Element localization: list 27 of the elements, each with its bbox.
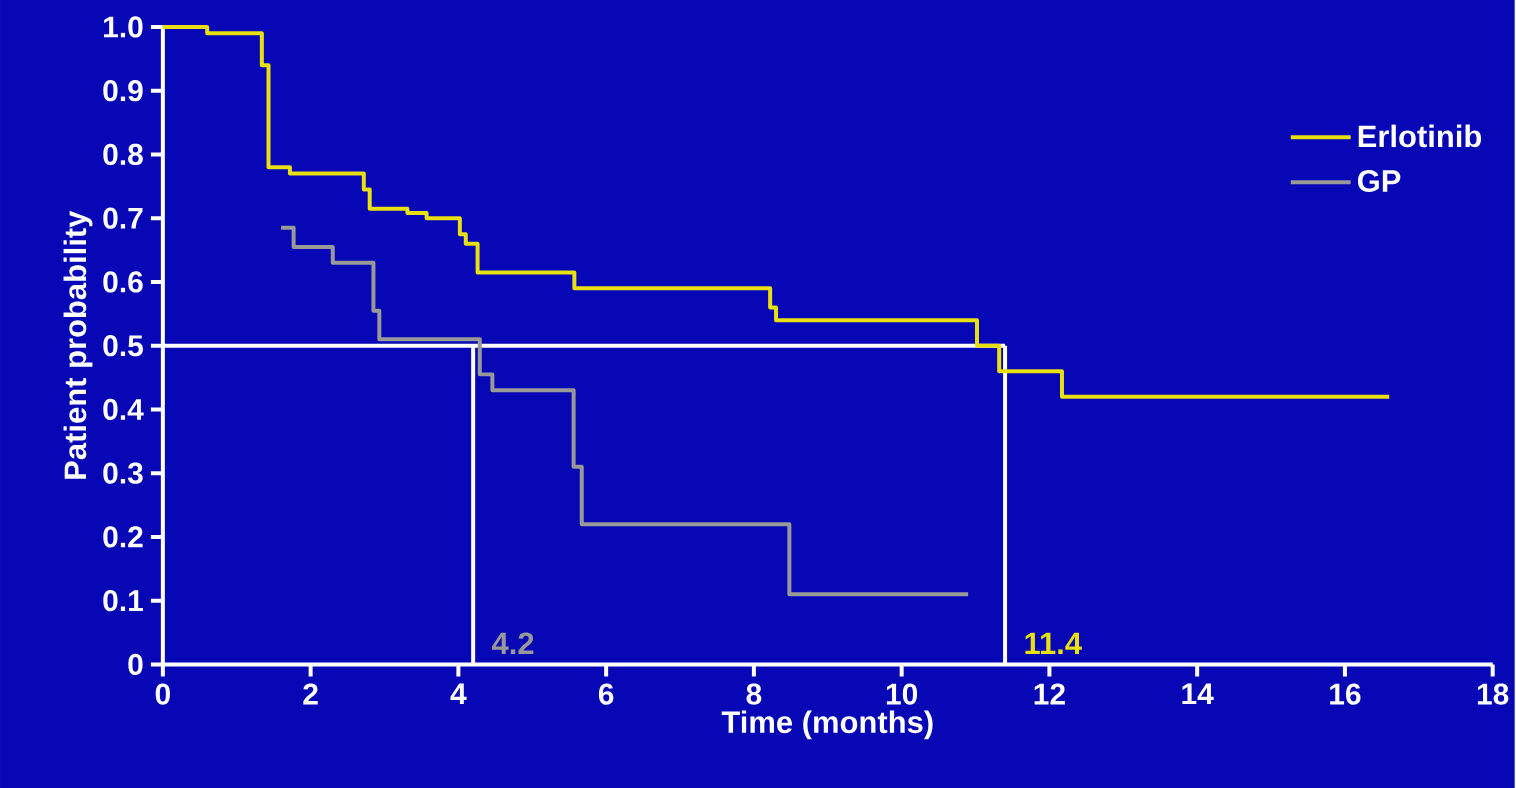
x-tick-label: 8 <box>746 683 762 705</box>
y-tick-label: 0.2 <box>103 526 143 548</box>
x-tick-label: 12 <box>1034 683 1065 705</box>
y-axis-title: Patient probability <box>63 210 93 479</box>
x-tick-label: 10 <box>886 683 918 705</box>
x-tick-label: 18 <box>1477 683 1509 705</box>
y-tick-label: 1.0 <box>104 16 143 38</box>
x-tick-label: 4 <box>450 683 467 704</box>
ref-line-label: 4.2 <box>492 632 534 654</box>
x-tick-label: 14 <box>1182 683 1214 704</box>
x-tick-label: 2 <box>303 683 318 705</box>
x-tick-label: 16 <box>1330 683 1361 705</box>
y-tick-label: 0.3 <box>103 462 143 484</box>
legend-label: GP <box>1357 169 1401 192</box>
y-tick-label: 0.4 <box>103 398 144 420</box>
ref-line-label: 11.4 <box>1025 632 1082 654</box>
x-tick-label: 0 <box>155 683 170 705</box>
y-tick-label: 0.9 <box>103 79 143 102</box>
legend-label: Erlotinib <box>1358 124 1482 148</box>
y-tick-label: 0.8 <box>103 143 143 165</box>
y-tick-label: 0.1 <box>103 589 143 612</box>
y-tick-label: 0.6 <box>103 271 143 293</box>
x-axis-title: Time (months) <box>721 710 933 740</box>
x-tick-label: 6 <box>598 683 614 705</box>
y-tick-label: 0 <box>128 653 143 675</box>
y-tick-label: 0.7 <box>103 207 143 229</box>
y-tick-label: 0.5 <box>103 334 143 357</box>
